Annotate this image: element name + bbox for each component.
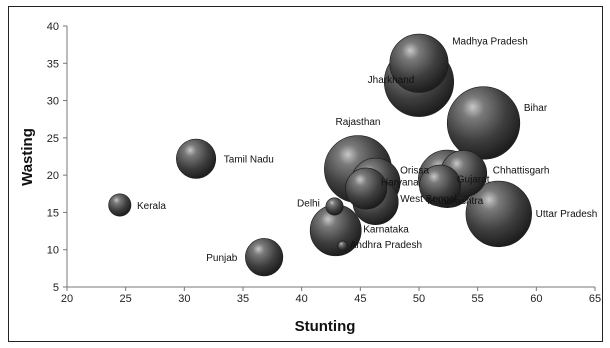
point-label: Orissa [400,166,429,177]
bubble-haryana [345,167,388,210]
x-tick-label: 20 [61,293,73,305]
y-tick-label: 35 [47,58,59,70]
point-label: West Bengal [400,194,457,205]
point-label: Maharashtra [427,196,484,207]
bubble-delhi [325,197,344,216]
bubble-punjab [245,238,284,277]
y-tick-label: 10 [47,245,59,257]
point-label: Karnataka [363,224,409,235]
y-axis-title: Wasting [19,128,36,186]
point-label: Gujarat [457,175,490,186]
chart-frame [8,6,603,342]
point-label: Tamil Nadu [224,155,274,166]
x-tick-label: 25 [120,293,132,305]
point-label: Chhattisgarh [493,166,550,177]
y-tick-label: 30 [47,96,59,108]
bubble-madhya-pradesh [389,33,449,93]
bubble-bihar [446,86,521,160]
bubble-uttar-pradesh [465,180,532,248]
x-tick-label: 60 [530,293,542,305]
x-tick-label: 55 [472,293,484,305]
point-label: Kerala [137,201,166,212]
point-label: Jharkhand [368,75,415,86]
x-tick-label: 50 [413,293,425,305]
bubbles-group [108,33,532,277]
point-label: Uttar Pradesh [536,209,598,220]
point-label: Andhra Pradesh [350,240,422,251]
point-label: Bihar [524,103,548,114]
x-tick-label: 40 [296,293,308,305]
point-label: Punjab [206,253,238,264]
point-label: Madhya Pradesh [452,36,528,47]
y-tick-label: 40 [47,21,59,33]
y-tick-label: 15 [47,207,59,219]
x-axis-title: Stunting [295,318,356,335]
x-tick-label: 30 [178,293,190,305]
point-label: Rajasthan [335,117,380,128]
axes-group: 20 25 30 35 40 45 50 55 60 65 5 10 15 20 25 30 35 40 [47,21,601,305]
y-tick-label: 5 [53,282,59,294]
point-label: Haryana [381,178,419,189]
point-labels-group: Kerala Tamil Nadu Punjab Delhi Karnataka Andh… [137,36,597,264]
bubble-tamil-nadu [176,138,217,179]
x-tick-label: 45 [354,293,366,305]
bubble-gujarat [419,164,462,207]
bubble-kerala [108,193,132,217]
bubble-andhra-pradesh [337,240,349,252]
x-tick-label: 35 [237,293,249,305]
y-tick-label: 20 [47,170,59,182]
x-tick-label: 65 [589,293,601,305]
y-tick-label: 25 [47,133,59,145]
point-label: Delhi [297,198,320,209]
